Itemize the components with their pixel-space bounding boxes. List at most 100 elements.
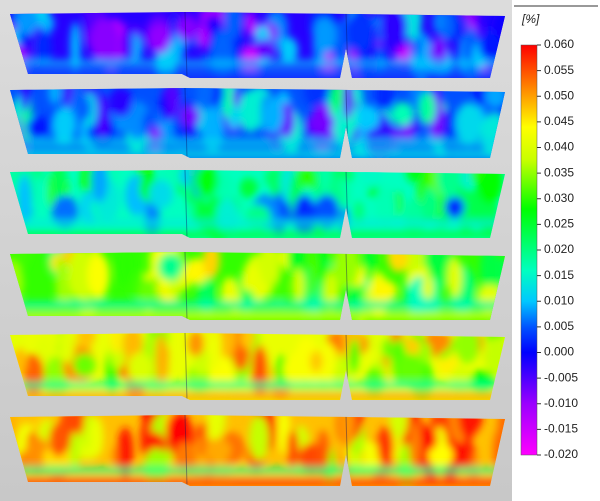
strain-blob: [176, 17, 198, 42]
strain-blob: [418, 92, 436, 125]
strain-blob: [26, 116, 50, 140]
strain-blob: [117, 426, 134, 478]
strain-blob: [377, 425, 394, 467]
edge-band: [10, 70, 505, 78]
strain-blob: [380, 12, 408, 51]
edge-band: [10, 149, 505, 158]
segment-seam: [184, 170, 188, 238]
low-band: [10, 218, 505, 228]
strain-blob: [155, 333, 167, 386]
strain-blob: [249, 415, 269, 461]
strain-blob: [240, 333, 255, 350]
tick-label: 0.035: [544, 165, 574, 179]
strain-blob: [67, 252, 96, 299]
strain-blob: [391, 101, 414, 126]
strain-blob: [376, 88, 394, 115]
strain-blob: [63, 415, 85, 439]
strain-blob: [409, 421, 422, 470]
strain-blob: [349, 339, 360, 373]
strain-blob: [209, 333, 222, 371]
tick-label: 0.020: [544, 242, 574, 256]
row-blobs: [10, 12, 505, 78]
strain-blob: [277, 415, 291, 455]
strain-blob: [89, 416, 104, 457]
tick-label: 0.030: [544, 191, 574, 205]
low-band: [10, 381, 505, 390]
strain-blob: [353, 104, 380, 131]
strain-blob: [291, 268, 305, 303]
strain-blob: [157, 252, 183, 281]
tick-label: 0.010: [544, 293, 574, 307]
strain-blob: [387, 252, 409, 273]
strain-blob: [238, 90, 263, 133]
strain-blob: [396, 353, 424, 387]
strain-blob: [90, 18, 117, 65]
strain-blob: [147, 24, 171, 54]
tick-label: 0.055: [544, 63, 574, 77]
strain-blob: [73, 353, 96, 377]
strain-blob: [308, 252, 319, 297]
strain-blob: [287, 252, 306, 279]
strain-blob: [223, 12, 244, 40]
strain-blob: [206, 415, 222, 446]
colorbar: [520, 44, 538, 456]
strain-blob: [202, 252, 220, 279]
strain-blob: [204, 438, 232, 462]
edge-band: [10, 391, 505, 400]
low-band: [10, 59, 505, 68]
strain-blob: [422, 187, 439, 221]
strain-blob: [283, 353, 308, 385]
edge-band: [10, 311, 505, 320]
strain-blob: [49, 422, 69, 457]
strain-blob: [108, 88, 133, 118]
strain-blob: [222, 88, 234, 120]
segment-seam: [184, 88, 188, 158]
strain-blob: [353, 200, 364, 225]
strain-blob: [318, 170, 332, 198]
tick-label: -0.010: [544, 396, 578, 410]
strain-blob: [318, 342, 337, 379]
tick-label: 0.040: [544, 140, 574, 154]
tick-label: -0.020: [544, 447, 578, 461]
strain-blob: [447, 257, 462, 298]
strain-blob: [48, 88, 61, 105]
tick-label: 0.015: [544, 268, 574, 282]
low-band: [10, 300, 505, 310]
strain-blob: [381, 338, 394, 359]
strain-blob: [69, 431, 80, 471]
strain-blob: [372, 279, 398, 302]
strain-blob: [55, 257, 68, 301]
tick-label: 0.000: [544, 345, 574, 359]
tick-label: 0.005: [544, 319, 574, 333]
strain-maps: [10, 12, 505, 486]
strain-blob: [19, 88, 31, 112]
strain-blob: [261, 96, 284, 134]
strain-blob: [97, 93, 108, 139]
strain-blob: [346, 12, 374, 54]
strain-blob: [436, 170, 463, 199]
strain-blob: [197, 25, 210, 48]
strain-blob: [317, 429, 329, 476]
segment-seam: [184, 252, 188, 320]
strain-blob: [122, 22, 134, 68]
strain-blob: [307, 111, 335, 134]
strain-blob: [432, 12, 446, 34]
strain-blob: [279, 37, 299, 64]
tick-label: 0.050: [544, 88, 574, 102]
strain-blob: [195, 88, 214, 112]
low-band: [10, 466, 505, 475]
strain-blob: [418, 341, 432, 364]
strain-blob: [313, 16, 337, 54]
edge-band: [10, 229, 505, 238]
strain-blob: [259, 252, 281, 287]
strain-blob: [180, 106, 201, 127]
strain-blob: [188, 333, 205, 357]
strain-blob: [479, 252, 499, 296]
strain-blob: [455, 102, 483, 145]
segment-seam: [184, 415, 188, 486]
strain-blob: [52, 106, 76, 146]
strain-blob: [333, 252, 360, 289]
strain-blob: [33, 29, 52, 67]
strain-blob: [70, 21, 81, 71]
